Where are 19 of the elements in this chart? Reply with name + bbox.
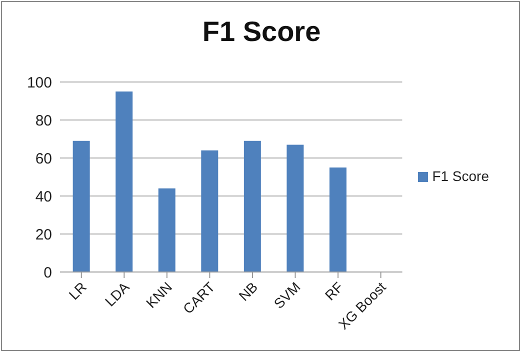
bar — [116, 92, 133, 272]
legend-label: F1 Score — [432, 168, 489, 184]
y-tick-label: 40 — [35, 188, 52, 206]
x-tick-label: LR — [66, 278, 90, 303]
bar — [329, 168, 346, 272]
y-tick-label: 20 — [35, 226, 52, 244]
y-tick-label: 60 — [35, 150, 52, 168]
x-tick-label: NB — [236, 278, 261, 304]
bar — [158, 188, 176, 272]
x-tick-label: RF — [322, 278, 346, 304]
y-tick-label: 0 — [44, 264, 52, 282]
chart-title: F1 Score — [201, 16, 322, 48]
x-tick-label: LDA — [102, 278, 133, 310]
y-tick-label: 100 — [26, 74, 52, 92]
bar — [286, 144, 304, 272]
bar — [201, 150, 218, 272]
y-tick-label: 80 — [35, 112, 52, 130]
bar — [244, 140, 261, 272]
bar — [72, 140, 90, 272]
